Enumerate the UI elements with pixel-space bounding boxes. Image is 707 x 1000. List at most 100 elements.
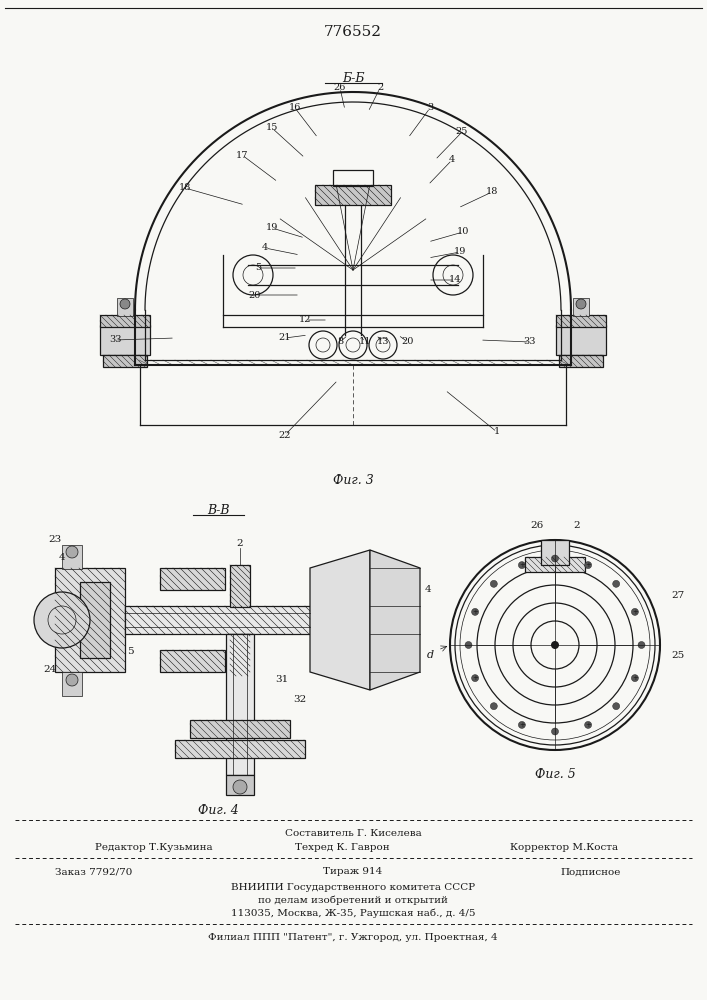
- Bar: [103, 355, 147, 367]
- Text: 26: 26: [530, 520, 544, 530]
- Text: 2: 2: [573, 520, 580, 530]
- Text: 776552: 776552: [324, 25, 382, 39]
- Text: 12: 12: [299, 316, 311, 324]
- Circle shape: [120, 299, 130, 309]
- Text: 5: 5: [255, 263, 261, 272]
- Text: 10: 10: [457, 228, 469, 236]
- Text: +: +: [472, 675, 478, 681]
- Text: Составитель Г. Киселева: Составитель Г. Киселева: [285, 828, 421, 838]
- Polygon shape: [370, 550, 420, 690]
- Bar: [100, 325, 150, 355]
- Text: 8: 8: [337, 338, 343, 347]
- Text: 113035, Москва, Ж-35, Раушская наб., д. 4/5: 113035, Москва, Ж-35, Раушская наб., д. …: [230, 908, 475, 918]
- Text: 11: 11: [358, 338, 371, 347]
- Text: Редактор Т.Кузьмина: Редактор Т.Кузьмина: [95, 842, 213, 852]
- Circle shape: [638, 642, 645, 648]
- Text: 23: 23: [48, 536, 62, 544]
- Bar: [175, 740, 305, 758]
- Text: Фиг. 4: Фиг. 4: [198, 804, 238, 816]
- Bar: [117, 298, 133, 316]
- Bar: [160, 650, 225, 672]
- Text: Б-Б: Б-Б: [341, 72, 364, 85]
- Text: +: +: [632, 609, 638, 615]
- Text: Подписное: Подписное: [560, 867, 620, 876]
- Circle shape: [613, 580, 619, 587]
- Text: 25: 25: [672, 650, 684, 660]
- Text: 20: 20: [402, 338, 414, 347]
- Polygon shape: [310, 550, 370, 690]
- Text: 4: 4: [262, 243, 268, 252]
- Text: 26: 26: [334, 84, 346, 93]
- Text: Фиг. 3: Фиг. 3: [332, 474, 373, 487]
- Circle shape: [551, 641, 559, 649]
- Text: +: +: [632, 675, 638, 681]
- Bar: [556, 315, 606, 327]
- Text: +: +: [585, 722, 591, 728]
- Circle shape: [491, 580, 497, 587]
- Text: 24: 24: [43, 666, 57, 674]
- Bar: [160, 650, 225, 672]
- Bar: [559, 355, 603, 367]
- Circle shape: [518, 721, 525, 728]
- Circle shape: [551, 728, 559, 735]
- Circle shape: [631, 608, 638, 615]
- Text: 25: 25: [456, 127, 468, 136]
- Text: 18: 18: [486, 188, 498, 196]
- Bar: [556, 325, 606, 355]
- Text: 4: 4: [449, 155, 455, 164]
- Bar: [55, 568, 125, 672]
- Text: 1: 1: [494, 428, 500, 436]
- Bar: [125, 606, 310, 634]
- Bar: [160, 568, 225, 590]
- Text: Техред К. Гаврон: Техред К. Гаврон: [295, 842, 390, 852]
- Bar: [62, 545, 82, 569]
- Circle shape: [631, 675, 638, 682]
- Text: 4: 4: [59, 554, 65, 562]
- Text: Корректор М.Коста: Корректор М.Коста: [510, 842, 618, 852]
- Bar: [573, 298, 589, 316]
- Text: 14: 14: [449, 275, 461, 284]
- Text: 5: 5: [127, 648, 134, 656]
- Text: 22: 22: [279, 430, 291, 440]
- Circle shape: [518, 562, 525, 569]
- Bar: [556, 315, 606, 327]
- Circle shape: [472, 608, 479, 615]
- Bar: [315, 185, 391, 205]
- Circle shape: [491, 703, 497, 710]
- Text: 21: 21: [279, 334, 291, 342]
- Circle shape: [233, 780, 247, 794]
- Text: 16: 16: [289, 104, 301, 112]
- Text: 2: 2: [237, 538, 243, 548]
- Bar: [190, 720, 290, 738]
- Bar: [62, 672, 82, 696]
- Text: 31: 31: [275, 676, 288, 684]
- Text: 17: 17: [235, 150, 248, 159]
- Circle shape: [472, 675, 479, 682]
- Bar: [55, 568, 125, 672]
- Bar: [226, 634, 254, 775]
- Bar: [230, 634, 250, 676]
- Bar: [175, 740, 305, 758]
- Bar: [525, 557, 585, 572]
- Circle shape: [585, 721, 592, 728]
- Text: 19: 19: [266, 224, 278, 232]
- Text: 15: 15: [266, 123, 278, 132]
- Text: 4: 4: [425, 585, 431, 594]
- Text: 33: 33: [109, 336, 121, 344]
- Text: d: d: [426, 650, 433, 660]
- Text: +: +: [519, 722, 525, 728]
- Bar: [190, 720, 290, 738]
- Bar: [100, 315, 150, 327]
- Text: 19: 19: [454, 247, 466, 256]
- Text: Фиг. 5: Фиг. 5: [534, 768, 575, 782]
- Circle shape: [34, 592, 90, 648]
- Text: ВНИИПИ Государственного комитета СССР: ВНИИПИ Государственного комитета СССР: [231, 882, 475, 892]
- Bar: [160, 568, 225, 590]
- Bar: [226, 775, 254, 795]
- Circle shape: [551, 555, 559, 562]
- Text: 20: 20: [249, 290, 261, 300]
- Bar: [333, 170, 373, 186]
- Bar: [230, 565, 250, 607]
- Text: 13: 13: [377, 338, 390, 347]
- Bar: [230, 565, 250, 607]
